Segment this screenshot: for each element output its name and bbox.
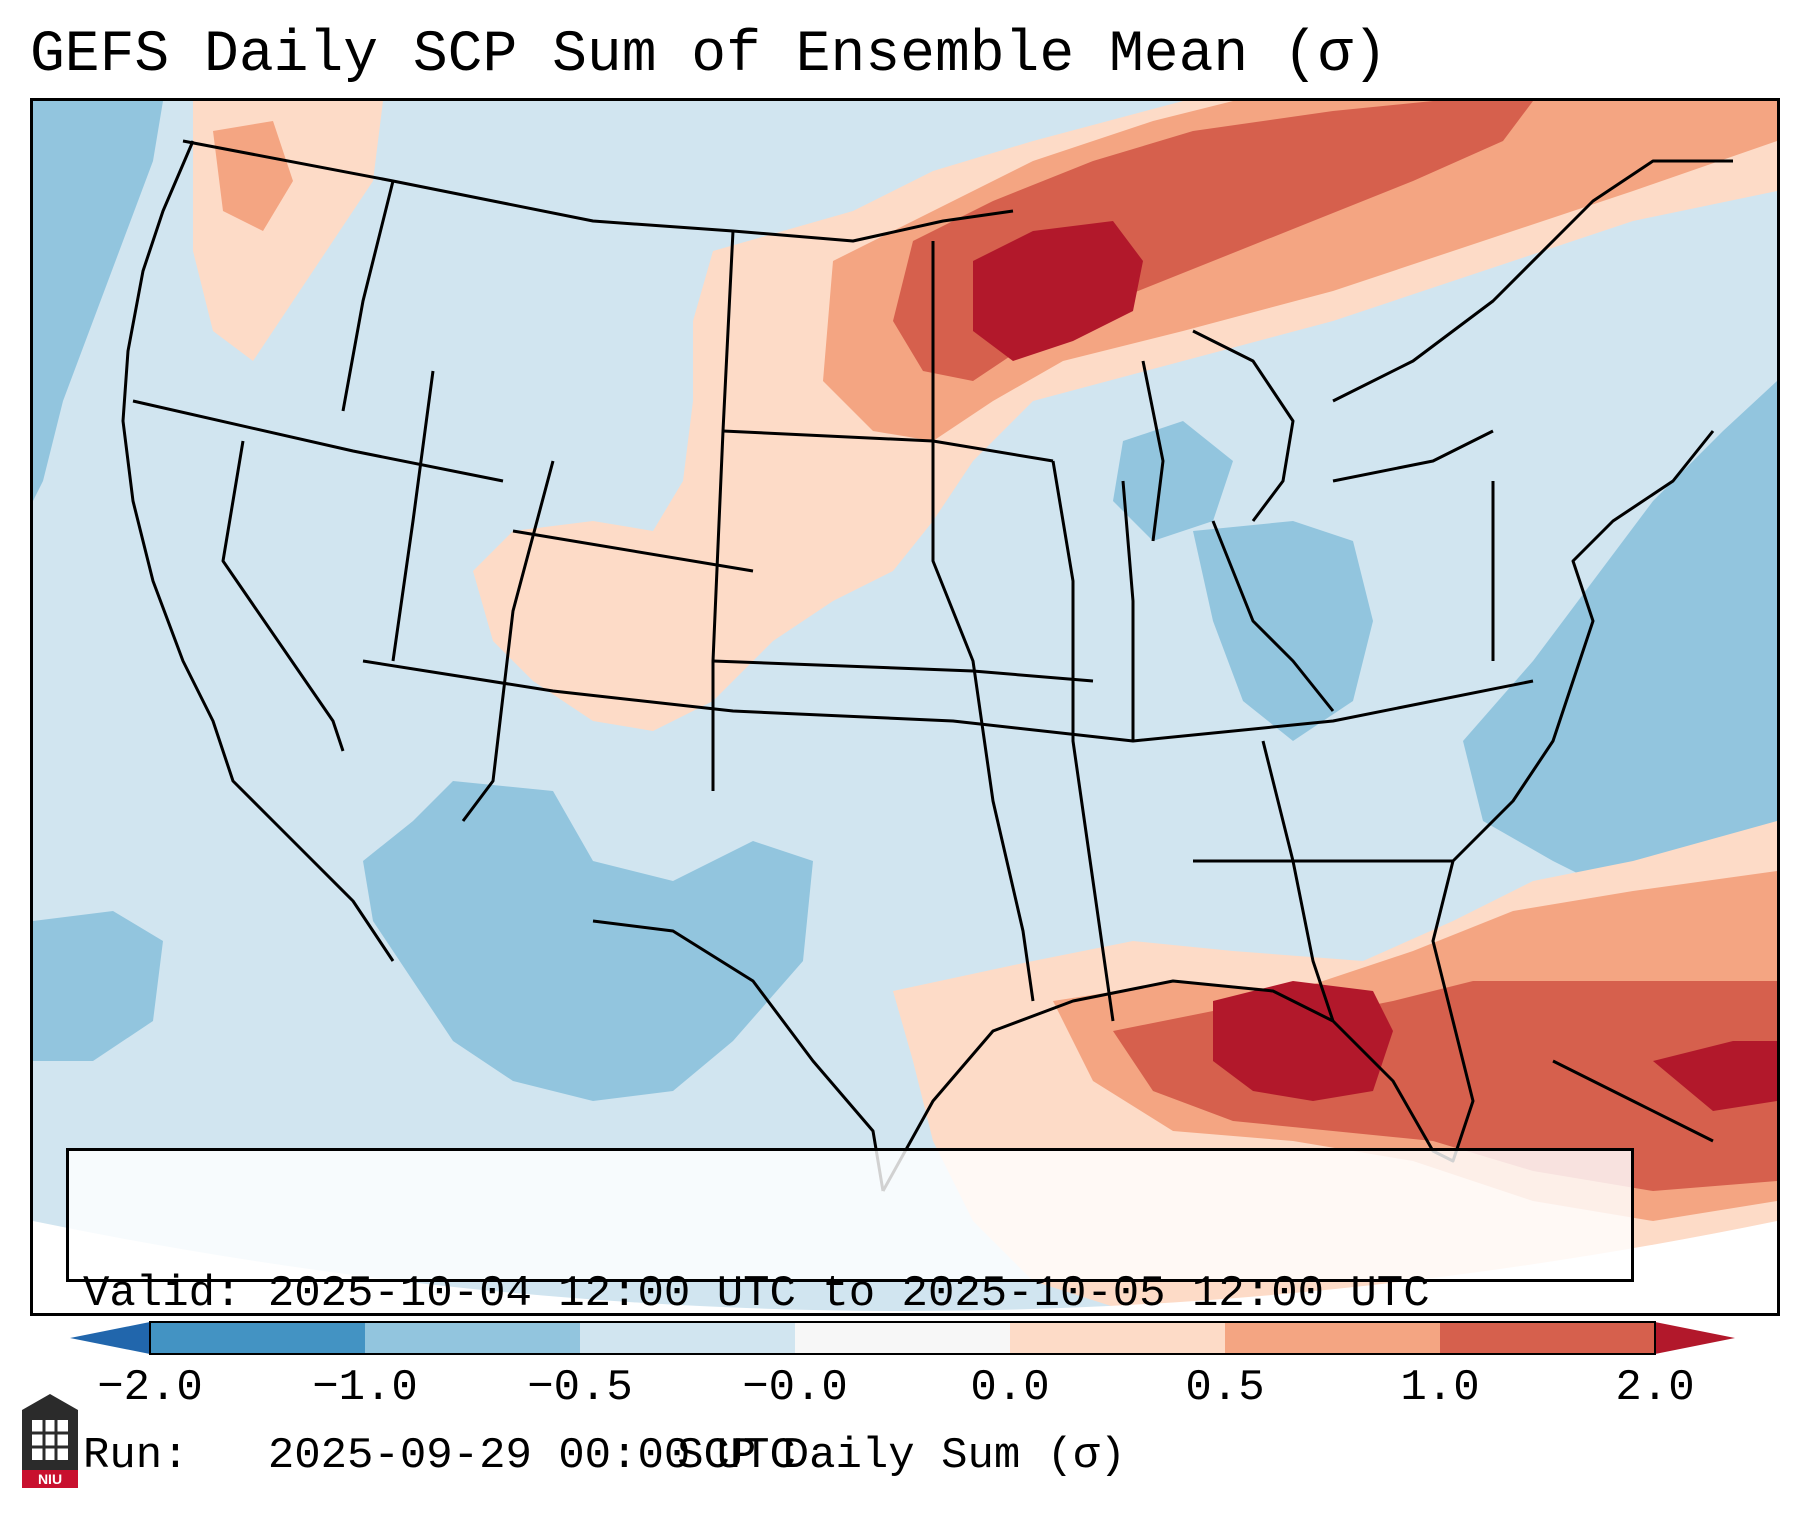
atlantic-negative-area [1463, 381, 1777, 901]
positive-anomaly-extreme-areas [973, 221, 1777, 1111]
logo-window-icon [32, 1420, 68, 1460]
boundaries [121, 139, 1733, 1192]
valid-time-text: Valid: 2025-10-04 12:00 UTC to 2025-10-0… [83, 1269, 1430, 1319]
wyoming-colorado-line [512, 529, 754, 573]
colorbar-bin [1225, 1322, 1440, 1354]
colorbar-bin [365, 1322, 580, 1354]
negative-anomaly-areas [33, 101, 1777, 1101]
colorbar-tick-label: −2.0 [97, 1363, 203, 1413]
colorbar-tick-label: −1.0 [312, 1363, 418, 1413]
colorbar-bin [795, 1322, 1010, 1354]
run-time-text: Run: 2025-09-29 00:00 UTC [83, 1431, 796, 1481]
gulf-extreme-area [1213, 981, 1393, 1101]
nevada-california-line [221, 440, 345, 752]
logo-text: NIU [38, 1471, 62, 1487]
northeast-coast [1332, 159, 1733, 403]
niu-logo: NIU [22, 1394, 78, 1488]
map-canvas [33, 101, 1777, 1313]
bahamas-extreme-area [1653, 1041, 1777, 1111]
colorbar-extend-low [70, 1322, 150, 1354]
utah-west-line [391, 370, 435, 662]
map-panel [30, 98, 1780, 1316]
michigan-outline [1192, 329, 1295, 522]
dakotas-west-line [711, 230, 735, 791]
plot-title: GEFS Daily SCP Sum of Ensemble Mean (σ) [30, 23, 1388, 88]
indiana-line [1121, 480, 1135, 741]
colorbar-tick-label: 0.0 [970, 1363, 1050, 1413]
colorbar-bin [1440, 1322, 1655, 1354]
colorbar-bin [580, 1322, 795, 1354]
southwest-negative-area [363, 781, 813, 1101]
projection-edge [33, 1221, 1777, 1313]
utah-colorado-line [461, 460, 555, 822]
colorbar-tick-label: −0.5 [527, 1363, 633, 1413]
lake-superior-extreme-area [973, 221, 1143, 361]
colorbar [70, 1321, 1735, 1355]
illinois-line [1051, 460, 1115, 1022]
colorbar-title: SCP Daily Sum (σ) [677, 1431, 1126, 1481]
colorbar-tick-label: 2.0 [1615, 1363, 1695, 1413]
logo-window-grid [32, 1420, 68, 1460]
georgia-line [1261, 740, 1335, 1022]
colorbar-outline [149, 1321, 1656, 1355]
colorbar-tick-label: 1.0 [1400, 1363, 1480, 1413]
texas-border [592, 919, 885, 1192]
idaho-west-line [341, 180, 395, 412]
gulf-atlantic-coast [881, 430, 1715, 1192]
plains-light-positive-area [473, 101, 1777, 731]
cuba-outline [1552, 1059, 1714, 1143]
ohio-line [1211, 520, 1335, 712]
pacific-negative-area [33, 101, 163, 501]
southern-tier-line [362, 659, 1534, 743]
midatlantic-negative-area [1193, 521, 1373, 741]
colorbar-bin [150, 1322, 365, 1354]
mississippi-line [931, 241, 1035, 1002]
west-coast [121, 140, 395, 962]
lake-michigan [1141, 360, 1165, 542]
colorbar-tick-label: −0.0 [742, 1363, 848, 1413]
oregon-nevada-line [132, 399, 504, 483]
great-lakes-negative-area [1113, 421, 1233, 541]
logo-banner [22, 1470, 78, 1488]
washington-medium-area [213, 121, 293, 231]
offshore-pacific-negative-area [33, 911, 163, 1061]
validity-info-box: Valid: 2025-10-04 12:00 UTC to 2025-10-0… [66, 1148, 1634, 1481]
colorbar-bin [1010, 1322, 1225, 1354]
lake-erie-ontario [1332, 429, 1494, 483]
colorbar-tick-label: 0.5 [1185, 1363, 1265, 1413]
colorbar-extend-high [1655, 1322, 1735, 1354]
